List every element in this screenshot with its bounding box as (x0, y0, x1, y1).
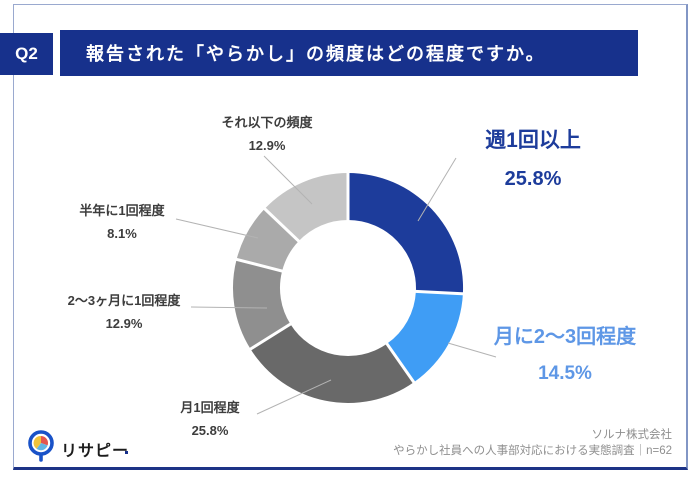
callout-value: 14.5% (538, 363, 592, 384)
segment-gap (262, 206, 302, 245)
callout-label: 月に2〜3回程度 (493, 326, 637, 348)
callout-value: 12.9% (248, 138, 286, 153)
segment-gap (234, 257, 286, 274)
donut-segment-2 (250, 324, 414, 403)
callout-once-per-month: 月1回程度 25.8% (140, 397, 280, 438)
callout-value: 12.9% (105, 316, 143, 331)
source-attribution: ソルナ株式会社 やらかし社員への人事部対応における実態調査｜n=62 (393, 427, 672, 459)
callout-label: それ以下の頻度 (221, 115, 313, 130)
segment-gap (412, 289, 465, 296)
source-company: ソルナ株式会社 (591, 429, 673, 441)
callout-label: 週1回以上 (485, 129, 581, 152)
leader-line (256, 379, 332, 415)
callout-value: 8.1% (107, 226, 137, 241)
callout-label: 半年に1回程度 (79, 203, 165, 218)
callout-value: 25.8% (504, 168, 562, 190)
donut-segment-0 (348, 172, 464, 294)
callout-once-per-2-3-months: 2〜3ヶ月に1回程度 12.9% (34, 290, 214, 331)
logo-period (125, 451, 128, 454)
donut-segment-4 (236, 208, 299, 272)
resapi-logo: リサピー (26, 429, 166, 473)
donut-segment-1 (386, 291, 463, 383)
leader-line (190, 306, 268, 309)
callout-less-frequent: それ以下の頻度 12.9% (187, 112, 347, 153)
question-title: 報告された「やらかし」の頻度はどの程度ですか。 (86, 44, 546, 64)
donut-segment-5 (264, 173, 348, 242)
resapi-pie-pin-icon (28, 430, 54, 462)
callout-2-3-per-month: 月に2〜3回程度 14.5% (465, 320, 665, 385)
callout-weekly-or-more: 週1回以上 25.8% (443, 124, 623, 191)
callout-label: 2〜3ヶ月に1回程度 (67, 293, 181, 308)
donut-segment-3 (232, 259, 291, 349)
question-badge: Q2 (0, 33, 53, 75)
leader-line (175, 218, 259, 239)
question-header-bar: 報告された「やらかし」の頻度はどの程度ですか。 (60, 30, 638, 76)
callout-once-per-half-year: 半年に1回程度 8.1% (42, 200, 202, 241)
callout-value: 25.8% (191, 423, 229, 438)
callout-label: 月1回程度 (180, 400, 240, 415)
segment-gap (248, 321, 294, 352)
source-survey: やらかし社員への人事部対応における実態調査｜n=62 (393, 445, 672, 457)
logo-wordmark: リサピー (61, 443, 130, 460)
leader-line (447, 342, 497, 358)
leader-line (263, 155, 313, 205)
leader-line (417, 157, 457, 222)
segment-gap (383, 340, 417, 385)
question-badge-label: Q2 (15, 44, 38, 63)
